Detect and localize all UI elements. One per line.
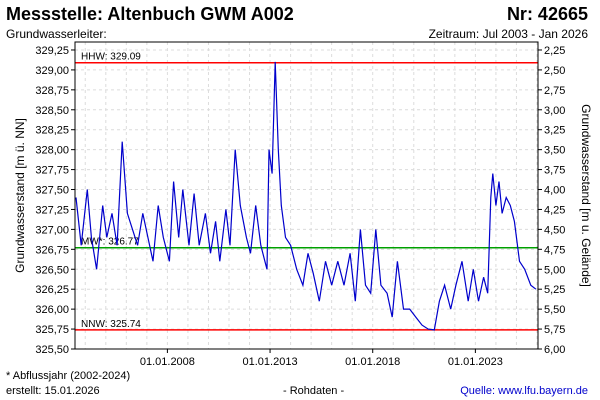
y-tick-label: 326,00	[35, 304, 69, 316]
y2-tick-label: 4,00	[544, 185, 565, 197]
y-tick-label: 326,75	[35, 244, 69, 256]
x-tick-label: 01.01.2008	[140, 356, 195, 368]
period-label: Zeitraum: Jul 2003 - Jan 2026	[428, 27, 588, 41]
y2-tick-label: 6,00	[544, 344, 565, 356]
y2-tick-label: 3,50	[544, 145, 565, 157]
y-tick-label: 327,75	[35, 165, 69, 177]
x-tick-label: 01.01.2018	[345, 356, 400, 368]
y2-tick-label: 3,00	[544, 105, 565, 117]
y-tick-label: 329,00	[35, 65, 69, 77]
y2-tick-label: 4,50	[544, 224, 565, 236]
y2-tick-label: 3,25	[544, 125, 565, 137]
x-tick-label: 01.01.2013	[243, 356, 298, 368]
groundwater-series-line	[75, 61, 537, 331]
y-tick-label: 325,50	[35, 344, 69, 356]
y-tick-label: 329,25	[35, 45, 69, 57]
y2-tick-label: 3,75	[544, 165, 565, 177]
page-title: Messstelle: Altenbuch GWM A002	[6, 4, 294, 24]
y-tick-label: 327,00	[35, 224, 69, 236]
y-tick-label: 327,25	[35, 204, 69, 216]
y-tick-label: 328,50	[35, 105, 69, 117]
y-tick-label: 328,00	[35, 145, 69, 157]
created-date: erstellt: 15.01.2026	[6, 385, 100, 397]
y-tick-label: 328,25	[35, 125, 69, 137]
reference-line-label: NNW: 325.74	[81, 319, 141, 330]
footnote: * Abflussjahr (2002-2024)	[6, 370, 131, 382]
y-tick-label: 328,75	[35, 85, 69, 97]
y-tick-label: 325,75	[35, 324, 69, 336]
rawdata-label: - Rohdaten -	[283, 385, 345, 397]
y-axis-label: Grundwasserstand [m ü. NN]	[13, 118, 27, 273]
y2-tick-label: 2,25	[544, 45, 565, 57]
y2-axis-label: Grundwasserstand [m u. Gelände]	[579, 104, 593, 287]
source-link[interactable]: www.lfu.bayern.de	[498, 385, 588, 397]
y2-tick-label: 5,25	[544, 284, 565, 296]
y2-tick-label: 5,75	[544, 324, 565, 336]
y-tick-label: 327,50	[35, 185, 69, 197]
y2-tick-label: 4,75	[544, 244, 565, 256]
x-tick-label: 01.01.2023	[448, 356, 503, 368]
y2-tick-label: 2,50	[544, 65, 565, 77]
reference-line-label: HHW: 329.09	[81, 52, 141, 63]
y2-tick-label: 2,75	[544, 85, 565, 97]
plot-frame	[74, 41, 539, 350]
y2-tick-label: 5,00	[544, 264, 565, 276]
reference-line-label: MW*: 326.77	[81, 237, 139, 248]
source: Quelle: www.lfu.bayern.de	[460, 385, 588, 397]
station-number: Nr: 42665	[506, 4, 588, 24]
y2-tick-label: 5,50	[544, 304, 565, 316]
y-tick-label: 326,25	[35, 284, 69, 296]
y-tick-label: 326,50	[35, 264, 69, 276]
y2-tick-label: 4,25	[544, 204, 565, 216]
aquifer-label: Grundwasserleiter:	[6, 27, 107, 41]
source-label: Quelle:	[460, 385, 499, 397]
